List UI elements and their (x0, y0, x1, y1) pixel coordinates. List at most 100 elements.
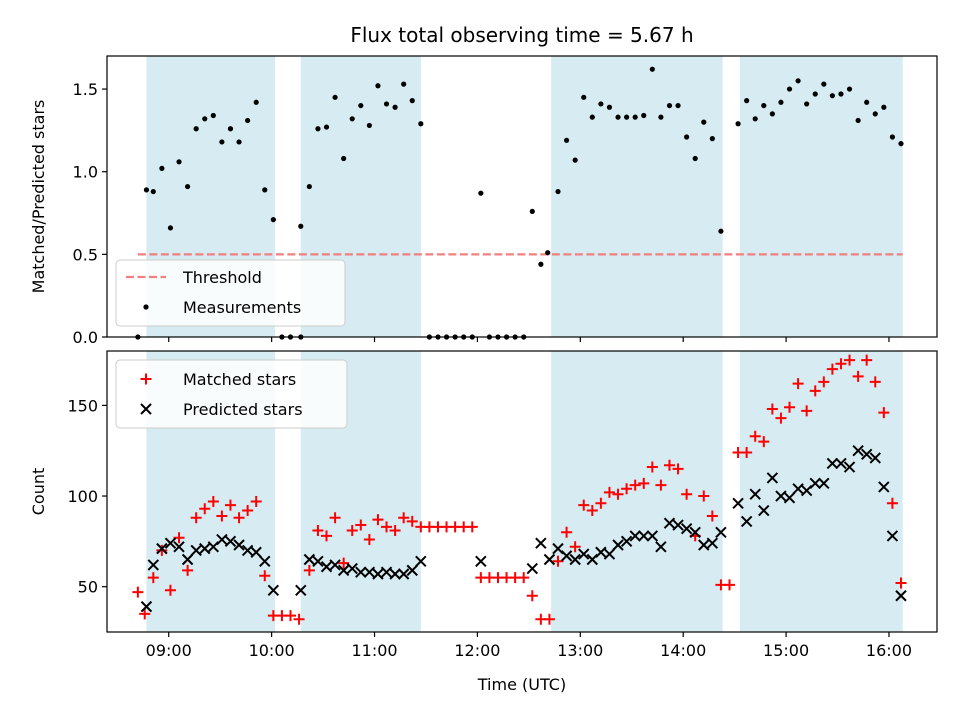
measurement-point (167, 225, 174, 231)
y-tick-label: 150 (67, 396, 98, 415)
matched-stars-marker (801, 405, 813, 417)
matched-stars-marker (698, 490, 710, 502)
predicted-stars-marker (295, 584, 307, 597)
matched-stars-marker (321, 530, 333, 542)
measurement-point (366, 122, 372, 129)
predicted-stars-marker (878, 481, 890, 493)
measurement-point (270, 217, 276, 223)
predicted-stars-marker (535, 537, 547, 549)
observing-window (551, 351, 723, 632)
matched-stars-marker (724, 579, 735, 591)
chart-title: Flux total observing time = 5.67 h (350, 23, 693, 47)
measurement-point (606, 104, 613, 110)
predicted-stars-marker (337, 564, 350, 577)
measurement-point (150, 188, 156, 195)
measurement-point (769, 111, 775, 117)
predicted-stars-marker (181, 553, 194, 566)
predicted-stars-marker (646, 530, 659, 542)
measurement-point (649, 66, 655, 72)
measurement-point (829, 93, 835, 99)
measurement-point (752, 116, 758, 122)
measurement-point (143, 187, 150, 193)
measurement-point (332, 94, 338, 100)
x-tick-label: 16:00 (866, 641, 912, 660)
predicted-stars-marker (672, 519, 684, 531)
predicted-stars-marker (355, 566, 367, 578)
measurement-point (236, 139, 242, 145)
matched-stars-marker (355, 519, 367, 531)
predicted-stars-marker (397, 568, 410, 580)
predicted-stars-marker (406, 564, 418, 577)
matched-stars-marker (612, 488, 624, 500)
predicted-stars-marker (312, 555, 324, 568)
predicted-stars-marker (303, 553, 316, 566)
predicted-stars-marker (698, 539, 710, 551)
measurement-point (718, 228, 724, 234)
matched-stars-marker (603, 486, 615, 498)
measurement-point (341, 155, 347, 162)
predicted-stars-marker (346, 562, 358, 575)
matched-stars-marker (749, 430, 761, 442)
measurement-point (889, 134, 896, 140)
measurement-point (298, 223, 304, 229)
measurement-point (555, 188, 561, 195)
predicted-stars-marker (164, 537, 177, 549)
predicted-stars-marker (826, 457, 839, 470)
legend: Threshold Measurements (115, 259, 346, 327)
matched-stars-marker (224, 499, 236, 511)
measurement-point (306, 183, 312, 190)
y-axis-label: Count (29, 468, 48, 516)
predicted-stars-marker (543, 553, 556, 566)
predicted-stars-marker (706, 537, 719, 549)
measurement-point (846, 86, 853, 92)
star-count-panel: 09:00 10:00 11:00 12:00 13:00 14:00 15:00 16:00… (29, 350, 938, 694)
matched-stars-marker (672, 463, 684, 475)
predicted-stars-marker (783, 492, 796, 504)
predicted-stars-marker (689, 526, 701, 538)
predicted-stars-marker (156, 542, 168, 555)
matched-stars-marker (629, 479, 641, 491)
measurement-point (538, 261, 544, 267)
matched-stars-marker (199, 503, 211, 515)
matched-stars-marker (250, 495, 262, 507)
matched-stars-marker (293, 613, 305, 625)
matched-stars-marker (466, 521, 478, 533)
y-tick-label: 0.5 (73, 245, 98, 264)
matched-stars-marker (586, 505, 598, 517)
matched-stars-marker (758, 436, 770, 448)
predicted-stars-marker (758, 504, 770, 517)
measurement-point (159, 165, 165, 171)
predicted-stars-marker (629, 530, 641, 542)
measurement-point (632, 114, 638, 120)
matched-stars-marker (886, 497, 898, 509)
measurement-point (641, 112, 647, 119)
matched-stars-marker (284, 610, 296, 622)
measurement-point (563, 137, 570, 143)
measurement-point (761, 102, 767, 109)
matched-stars-marker (621, 483, 633, 495)
measurement-point (392, 104, 398, 110)
measurement-point (786, 86, 793, 92)
matched-stars-marker (655, 479, 667, 491)
measurement-point (193, 126, 199, 132)
measurement-point (744, 98, 750, 104)
legend-matched-swatch (140, 373, 152, 385)
measurement-point (675, 102, 681, 109)
matched-stars-marker (233, 512, 245, 524)
matched-stars-marker (147, 572, 159, 584)
measurement-point (375, 83, 381, 89)
predicted-stars-marker (655, 541, 667, 553)
measurement-point (358, 102, 364, 109)
legend-box (115, 259, 346, 327)
matched-stars-marker (259, 570, 271, 582)
measurement-point (262, 187, 268, 193)
matched-stars-marker (312, 524, 324, 536)
measurement-point (202, 116, 208, 122)
predicted-stars-marker (869, 452, 881, 464)
measurement-point (184, 183, 191, 190)
measurement-point (855, 117, 861, 124)
measurement-point (545, 250, 551, 256)
matched-stars-marker (182, 564, 194, 576)
legend-matched-label: Matched stars (183, 370, 296, 389)
matched-stars-marker (595, 497, 607, 509)
